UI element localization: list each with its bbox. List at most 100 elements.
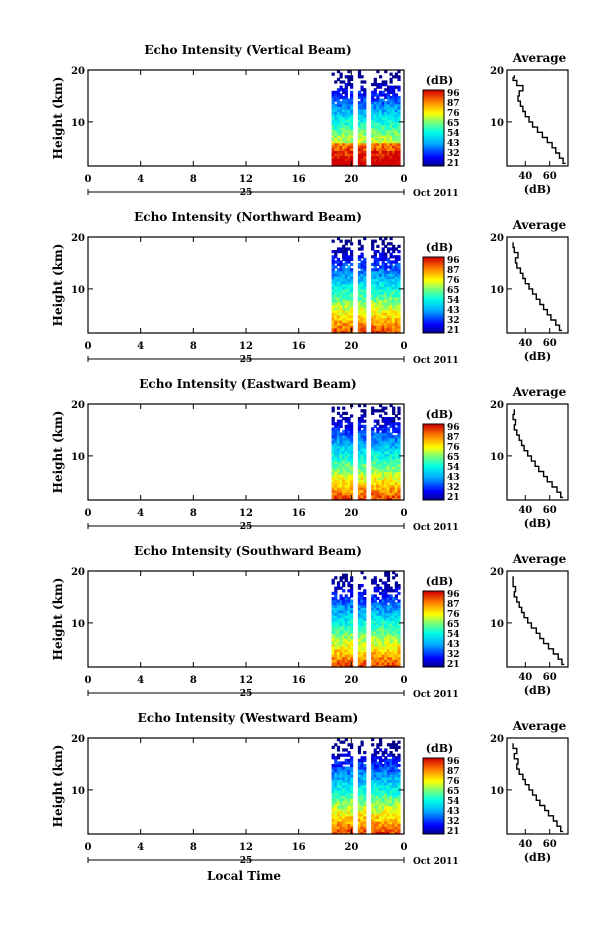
heatmap-cell [381,150,385,154]
heatmap-cell [389,435,393,439]
heatmap-cell [342,440,346,444]
colorbar-segment [423,317,444,321]
heatmap-cell [386,422,391,426]
heatmap-cell [334,638,338,642]
colorbar-segment [423,289,444,292]
heatmap-cell [371,756,375,760]
heatmap-cell [360,275,364,280]
heatmap-cell [331,134,335,139]
heatmap-cell [392,160,396,164]
heatmap-cell [331,753,335,757]
heatmap-cell [386,307,391,311]
heatmap-cell [389,620,393,624]
heatmap-cell [381,317,385,321]
heatmap-cell [373,250,377,254]
heatmap-cell [376,492,380,496]
heatmap-cell [397,327,401,331]
heatmap-cell [381,633,385,637]
heatmap-cell [342,262,346,267]
heatmap-cell [344,466,348,470]
heatmap-cell [357,314,362,318]
heatmap-cell [339,576,343,580]
heatmap-cell [379,448,383,452]
heatmap-cell [384,312,388,316]
heatmap-cell [331,476,335,480]
heatmap-cell [331,497,335,501]
heatmap-cell [397,129,401,133]
colorbar-segment [423,460,444,463]
heatmap-cell [394,140,398,144]
heatmap-cell [357,90,362,94]
heatmap-cell [373,419,377,423]
heatmap-cell [347,291,351,295]
profile-x-label: (dB) [524,684,551,697]
colorbar-segment [423,126,444,129]
heatmap-cell [342,795,346,799]
heatmap-cell [394,594,398,598]
heatmap-cell [363,317,367,321]
heatmap-cell [386,576,391,580]
heatmap-cell [357,294,362,298]
heatmap-cell [336,661,341,665]
heatmap-cell [339,155,343,159]
heatmap-cell [397,622,401,627]
heatmap-cell [363,281,367,285]
heatmap-cell [394,625,398,629]
heatmap-cell [373,826,377,830]
heatmap-cell [347,758,351,762]
colorbar-segment [423,617,444,620]
heatmap-cell [384,417,388,421]
heatmap-cell [339,294,343,298]
heatmap-cell [357,664,362,668]
heatmap-cell [331,437,335,441]
heatmap-cell [373,602,377,606]
heatmap-cell [339,320,343,324]
colorbar-segment [423,826,444,829]
heatmap-cell [386,116,391,120]
heatmap-cell [392,260,396,264]
heatmap-cell [334,312,338,316]
heatmap-cell [363,758,367,762]
heatmap-cell [336,738,341,742]
colorbar-segment [423,784,444,787]
heatmap-cell [381,776,385,781]
heatmap-cell [350,268,354,272]
heatmap-cell [371,602,375,606]
heatmap-cell [360,766,364,770]
heatmap-cell [360,270,364,274]
heatmap-cell [347,314,351,318]
heatmap-cell [350,756,354,760]
heatmap-cell [331,826,335,830]
colorbar-segment [423,644,444,647]
heatmap-cell [376,802,380,807]
heatmap-cell [392,664,396,668]
heatmap-cell [334,442,338,447]
heatmap-cell [350,656,354,660]
colorbar-segment [423,156,444,159]
heatmap-cell [381,648,385,652]
heatmap-cell [342,468,346,473]
heatmap-cell [360,330,364,334]
heatmap-cell [334,80,338,84]
heatmap-cell [339,638,343,642]
heatmap-cell [363,257,367,261]
heatmap-cell [386,142,391,146]
heatmap-cell [381,792,385,796]
heatmap-cell [350,576,354,580]
heatmap-cell [386,427,391,431]
colorbar-segment [423,788,444,791]
heatmap-cell [363,299,367,303]
heatmap-cell [344,461,348,465]
heatmap-cell [392,95,396,100]
heatmap-cell [392,417,396,421]
heatmap-cell [394,137,398,141]
heatmap-cell [360,802,364,807]
heatmap-cell [344,635,348,640]
heatmap-cell [386,448,391,452]
heatmap-cell [371,821,375,825]
heatmap-cell [386,484,391,488]
heatmap-cell [339,494,343,498]
heatmap-cell [334,320,338,324]
heatmap-field [331,404,401,501]
